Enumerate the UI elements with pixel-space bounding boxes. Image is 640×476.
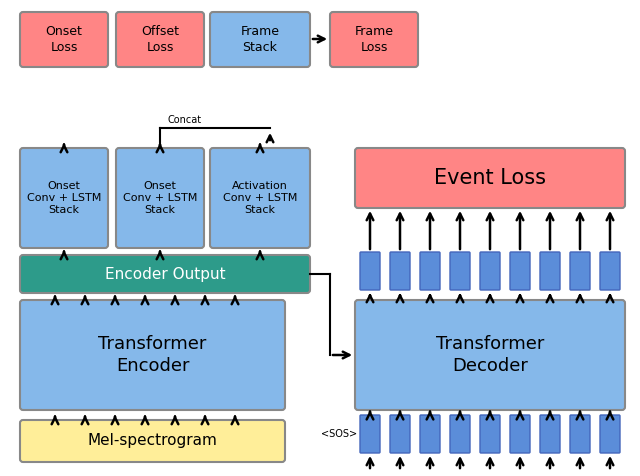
FancyBboxPatch shape: [20, 420, 285, 462]
FancyBboxPatch shape: [210, 148, 310, 248]
FancyBboxPatch shape: [20, 148, 108, 248]
FancyBboxPatch shape: [330, 12, 418, 67]
Text: Encoder Output: Encoder Output: [105, 267, 225, 281]
Text: Transformer
Decoder: Transformer Decoder: [436, 335, 544, 375]
Text: Onset
Conv + LSTM
Stack: Onset Conv + LSTM Stack: [123, 180, 197, 216]
FancyBboxPatch shape: [355, 148, 625, 208]
Text: Concat: Concat: [168, 115, 202, 125]
Text: Transformer
Encoder: Transformer Encoder: [99, 335, 207, 375]
FancyBboxPatch shape: [450, 252, 470, 290]
FancyBboxPatch shape: [390, 252, 410, 290]
FancyBboxPatch shape: [480, 252, 500, 290]
FancyBboxPatch shape: [210, 12, 310, 67]
FancyBboxPatch shape: [480, 415, 500, 453]
Text: Frame
Stack: Frame Stack: [241, 25, 280, 54]
FancyBboxPatch shape: [510, 252, 530, 290]
Text: Event Loss: Event Loss: [434, 168, 546, 188]
Text: Mel-spectrogram: Mel-spectrogram: [88, 434, 218, 448]
Text: Frame
Loss: Frame Loss: [355, 25, 394, 54]
FancyBboxPatch shape: [20, 12, 108, 67]
Text: Activation
Conv + LSTM
Stack: Activation Conv + LSTM Stack: [223, 180, 297, 216]
FancyBboxPatch shape: [116, 12, 204, 67]
FancyBboxPatch shape: [420, 415, 440, 453]
FancyBboxPatch shape: [570, 252, 590, 290]
FancyBboxPatch shape: [600, 252, 620, 290]
FancyBboxPatch shape: [355, 300, 625, 410]
FancyBboxPatch shape: [600, 415, 620, 453]
FancyBboxPatch shape: [390, 415, 410, 453]
Text: Offset
Loss: Offset Loss: [141, 25, 179, 54]
FancyBboxPatch shape: [450, 415, 470, 453]
FancyBboxPatch shape: [540, 252, 560, 290]
FancyBboxPatch shape: [360, 415, 380, 453]
FancyBboxPatch shape: [540, 415, 560, 453]
FancyBboxPatch shape: [570, 415, 590, 453]
FancyBboxPatch shape: [420, 252, 440, 290]
FancyBboxPatch shape: [360, 252, 380, 290]
FancyBboxPatch shape: [20, 300, 285, 410]
FancyBboxPatch shape: [20, 255, 310, 293]
Text: <SOS>: <SOS>: [321, 429, 357, 439]
Text: Onset
Conv + LSTM
Stack: Onset Conv + LSTM Stack: [27, 180, 101, 216]
Text: Onset
Loss: Onset Loss: [45, 25, 83, 54]
FancyBboxPatch shape: [510, 415, 530, 453]
FancyBboxPatch shape: [116, 148, 204, 248]
